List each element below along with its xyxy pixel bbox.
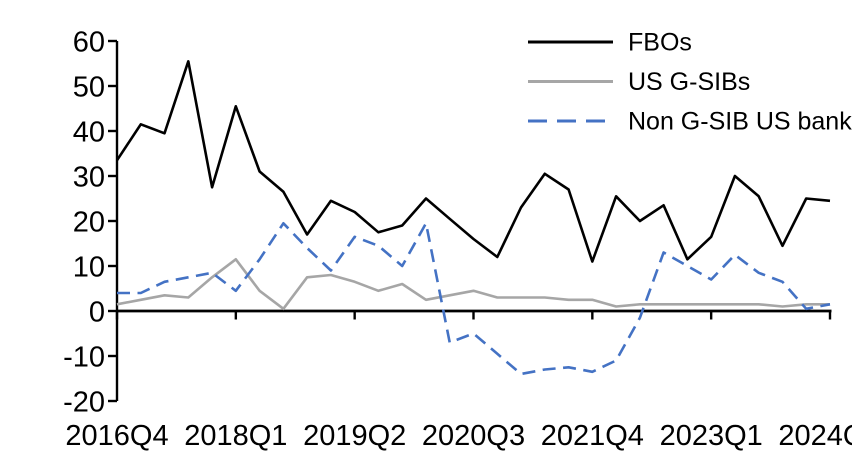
legend: FBOs US G-SIBs Non G-SIB US banks bbox=[528, 29, 852, 136]
y-tick-label: -10 bbox=[63, 342, 105, 374]
legend-label: Non G-SIB US banks bbox=[628, 108, 852, 136]
x-tick-label: 2020Q3 bbox=[422, 420, 525, 452]
y-tick-label: 40 bbox=[73, 117, 105, 149]
x-tick-label: 2018Q1 bbox=[184, 420, 287, 452]
y-tick-label: 20 bbox=[73, 207, 105, 239]
x-tick-label: 2024Q2 bbox=[778, 420, 852, 452]
y-tick-label: 10 bbox=[73, 252, 105, 284]
line-chart-figure: 60 50 40 30 20 10 0 -10 -20 2016Q4 2018Q1 2019Q2 202… bbox=[40, 16, 852, 458]
y-tick-label: 30 bbox=[73, 162, 105, 194]
x-tick-label: 2019Q2 bbox=[303, 420, 406, 452]
y-tick-label: -20 bbox=[63, 387, 105, 419]
x-tick-label: 2021Q4 bbox=[541, 420, 644, 452]
y-tick-label: 0 bbox=[89, 297, 105, 329]
series-line-us-g-sibs bbox=[116, 258, 830, 311]
legend-label: FBOs bbox=[628, 29, 692, 57]
y-tick-label: 50 bbox=[73, 72, 105, 104]
series-line-fbos bbox=[115, 59, 831, 263]
x-tick-label: 2023Q1 bbox=[660, 420, 763, 452]
y-tick-label: 60 bbox=[73, 27, 105, 59]
series-line-non-g-sib-us-banks bbox=[117, 222, 831, 376]
legend-label: US G-SIBs bbox=[628, 68, 750, 96]
x-tick-label: 2016Q4 bbox=[65, 420, 168, 452]
